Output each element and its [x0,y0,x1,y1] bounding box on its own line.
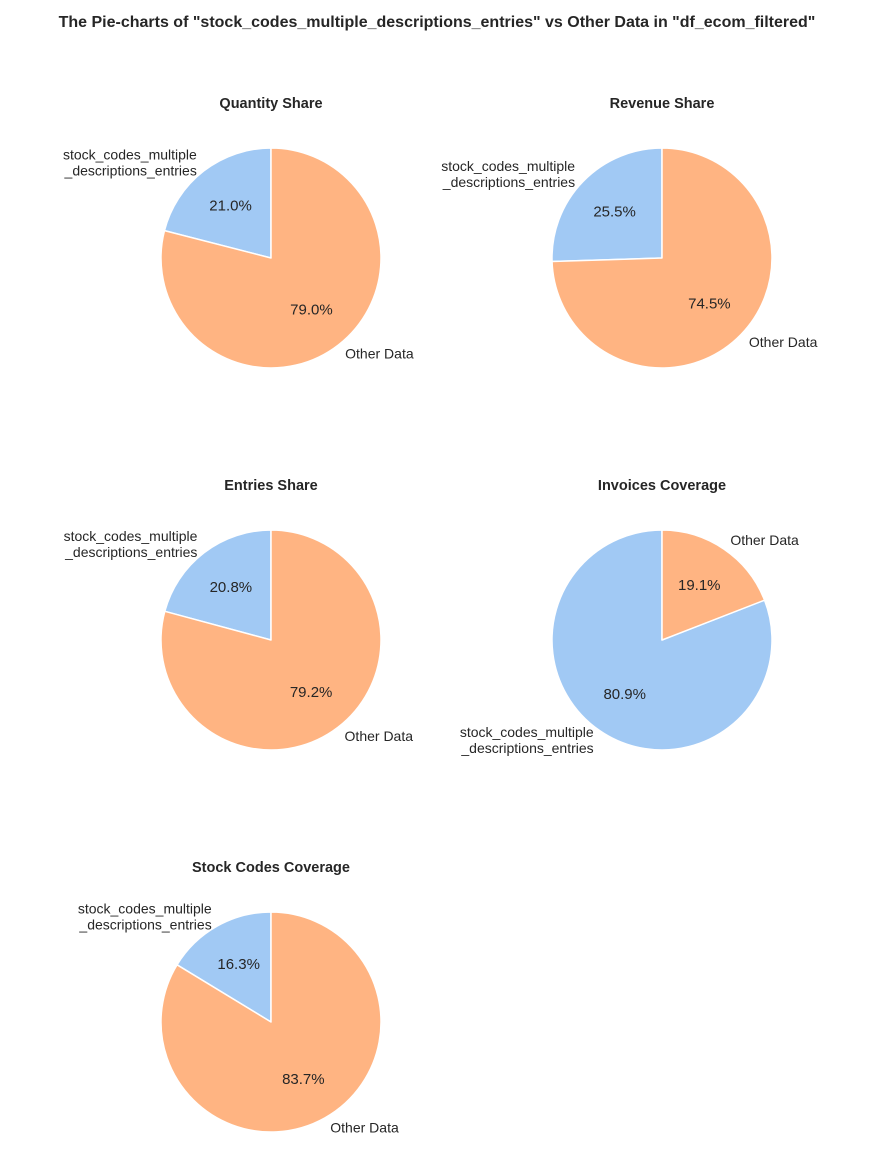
slice-category-label: Other Data [345,728,414,744]
slice-percent-label: 80.9% [603,686,646,703]
pie-chart-quantity-share: Quantity Share 21.0% stock_codes_multiple _… [63,96,414,369]
slice-percent-label: 21.0% [209,197,252,214]
slice-percent-label: 74.5% [688,295,731,312]
slice-percent-label: 83.7% [282,1071,325,1088]
pie-slice-other-data [551,147,773,369]
slice-category-label: Other Data [345,346,414,362]
slice-percent-label: 20.8% [210,579,253,596]
chart-title: Stock Codes Coverage [192,860,350,876]
slice-category-label: stock_codes_multiple _descriptions_entrie… [460,724,594,756]
slice-category-label: stock_codes_multiple _descriptions_entrie… [441,158,575,190]
pie-chart-stock-codes-coverage: Stock Codes Coverage 16.3% stock_codes_mul… [78,860,399,1135]
pie-chart-invoices-coverage: Invoices Coverage 80.9% stock_codes_multip… [460,478,799,756]
pie-chart-entries-share: Entries Share 20.8% stock_codes_multiple _d… [64,478,414,751]
chart-title: Revenue Share [610,96,715,112]
pie-slice-stock-codes-multiple-descriptions-entries [551,147,663,263]
pie-slice-other-data [160,147,382,369]
figure-suptitle: The Pie-charts of "stock_codes_multiple_… [59,14,816,31]
slice-category-label: Other Data [330,1119,399,1135]
pie-slice-stock-codes-multiple-descriptions-entries [163,147,272,259]
pie-slice-other-data [160,529,382,751]
slice-category-label: stock_codes_multiple _descriptions_entrie… [63,146,197,178]
slice-percent-label: 79.2% [290,684,333,701]
pie-slice-other-data [661,529,766,641]
chart-title: Invoices Coverage [598,478,726,494]
slice-category-label: stock_codes_multiple _descriptions_entrie… [78,901,212,933]
pie-slice-other-data [160,911,382,1133]
charts-group: Quantity Share 21.0% stock_codes_multiple _… [63,96,818,1135]
slice-percent-label: 79.0% [290,302,333,319]
slice-percent-label: 25.5% [593,204,636,221]
chart-title: Entries Share [224,478,318,494]
slice-category-label: Other Data [749,334,818,350]
pie-slice-stock-codes-multiple-descriptions-entries [176,911,272,1023]
slice-category-label: Other Data [730,532,799,548]
pie-chart-revenue-share: Revenue Share 25.5% stock_codes_multiple _d… [441,96,818,369]
pie-slice-stock-codes-multiple-descriptions-entries [164,529,272,641]
chart-title: Quantity Share [219,96,322,112]
slice-category-label: stock_codes_multiple _descriptions_entrie… [64,528,198,560]
slice-percent-label: 16.3% [217,956,260,973]
slice-percent-label: 19.1% [678,577,721,594]
